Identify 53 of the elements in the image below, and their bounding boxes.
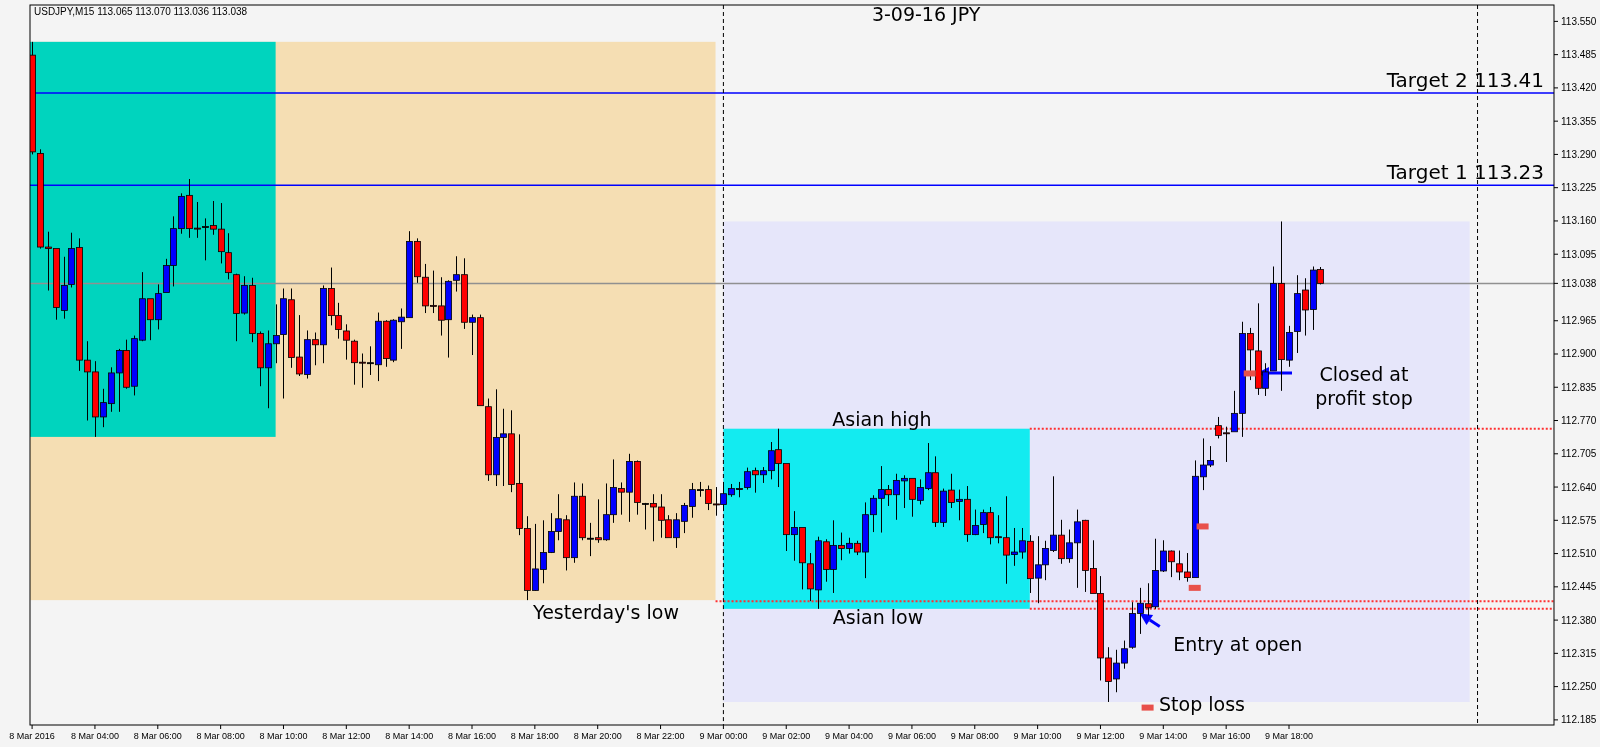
- x-tick-label: 8 Mar 22:00: [636, 731, 685, 741]
- x-tick-label: 8 Mar 12:00: [322, 731, 371, 741]
- x-tick-label: 8 Mar 14:00: [385, 731, 434, 741]
- x-tick-label: 8 Mar 04:00: [70, 731, 119, 741]
- y-tick-label: 112.445: [1561, 581, 1597, 593]
- x-tick-label: 9 Mar 08:00: [950, 731, 999, 741]
- x-tick-label: 9 Mar 04:00: [825, 731, 874, 741]
- y-tick-label: 112.315: [1561, 647, 1597, 659]
- y-tick-label: 112.835: [1561, 381, 1597, 393]
- y-tick-label: 113.160: [1561, 215, 1597, 227]
- y-tick-label: 113.095: [1561, 248, 1597, 260]
- y-tick-label: 112.705: [1561, 448, 1597, 460]
- x-tick-label: 8 Mar 16:00: [448, 731, 497, 741]
- y-tick-label: 112.640: [1561, 481, 1597, 493]
- y-tick-label: 112.770: [1561, 415, 1597, 427]
- x-tick-label: 9 Mar 00:00: [699, 731, 748, 741]
- x-tick-label: 9 Mar 10:00: [1013, 731, 1062, 741]
- annotation: Stop loss: [1159, 693, 1245, 715]
- y-tick-label: 113.550: [1561, 15, 1597, 27]
- chart-title: 3-09-16 JPY: [871, 3, 981, 25]
- ref-line-label: Target 2 113.41: [1385, 68, 1544, 93]
- x-tick-label: 9 Mar 16:00: [1202, 731, 1251, 741]
- annotation: Closed at profit stop: [1315, 363, 1413, 409]
- y-tick-label: 113.225: [1561, 182, 1597, 194]
- y-tick-label: 112.250: [1561, 681, 1597, 693]
- x-tick-label: 8 Mar 06:00: [133, 731, 182, 741]
- y-tick-label: 112.380: [1561, 614, 1597, 626]
- y-tick-label: 112.185: [1561, 714, 1597, 726]
- annotation: Entry at open: [1173, 633, 1303, 656]
- annotation: Asian high: [832, 408, 932, 430]
- annotation: Asian low: [832, 606, 924, 628]
- y-tick-label: 112.510: [1561, 548, 1597, 560]
- annotation: Yesterday's low: [532, 601, 679, 623]
- y-tick-label: 113.290: [1561, 148, 1597, 160]
- y-tick-label: 113.420: [1561, 82, 1597, 94]
- x-tick-label: 9 Mar 02:00: [762, 731, 811, 741]
- y-tick-label: 113.355: [1561, 115, 1597, 127]
- x-tick-label: 8 Mar 2016: [9, 731, 55, 741]
- chart-subtitle: USDJPY,M15 113.065 113.070 113.036 113.038: [34, 6, 248, 17]
- x-tick-label: 9 Mar 12:00: [1076, 731, 1125, 741]
- x-tick-label: 9 Mar 06:00: [887, 731, 936, 741]
- x-tick-label: 9 Mar 14:00: [1139, 731, 1188, 741]
- y-tick-label: 112.900: [1561, 348, 1597, 360]
- x-tick-label: 9 Mar 18:00: [1264, 731, 1314, 741]
- x-tick-label: 8 Mar 20:00: [573, 731, 622, 741]
- y-tick-label: 113.485: [1561, 49, 1597, 61]
- x-tick-label: 8 Mar 10:00: [259, 731, 308, 741]
- x-tick-label: 8 Mar 18:00: [510, 731, 559, 741]
- y-tick-label: 112.965: [1561, 315, 1597, 327]
- y-tick-label: 112.575: [1561, 514, 1597, 526]
- y-tick-label: 113.038: [1561, 277, 1597, 289]
- ref-line-label: Target 1 113.23: [1385, 160, 1544, 185]
- x-tick-label: 8 Mar 08:00: [196, 731, 245, 741]
